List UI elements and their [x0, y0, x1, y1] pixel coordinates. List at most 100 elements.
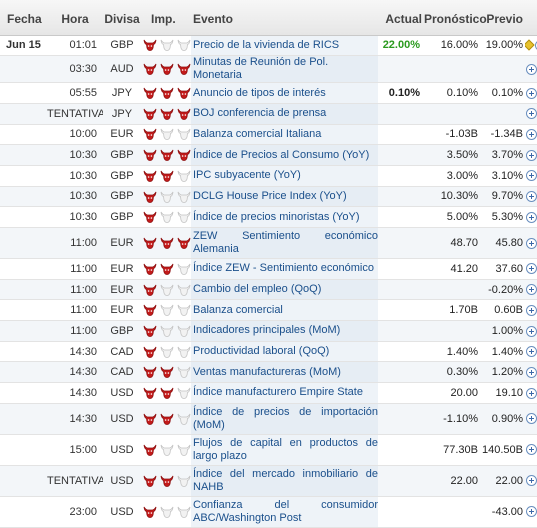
col-pronostico[interactable]: Pronóstico — [424, 0, 487, 36]
cell-importancia — [141, 465, 191, 497]
table-row[interactable]: 11:00 EUR Cambio del empleo (QoQ) -0.20% — [0, 279, 537, 301]
event-link[interactable]: Confianza del consumidor ABC/Washington … — [191, 496, 378, 528]
expand-plus-icon[interactable] — [525, 475, 537, 487]
table-row[interactable]: 15:00 USD Flujos de capital en productos d… — [0, 434, 537, 466]
bull-icon — [143, 444, 157, 456]
cell-hora: TENTATIVA — [47, 465, 103, 497]
bull-icon — [143, 63, 157, 76]
expand-plus-icon[interactable] — [525, 108, 537, 120]
expand-plus-icon[interactable] — [525, 346, 537, 358]
cell-expand — [525, 465, 537, 497]
expand-plus-icon[interactable] — [525, 304, 537, 316]
event-link[interactable]: Ventas manufactureras (MoM) — [191, 361, 378, 384]
table-row[interactable]: 10:30 GBP Índice de Precios al Consumo (Yo… — [0, 144, 537, 166]
col-hora[interactable]: Hora — [47, 0, 103, 36]
event-link[interactable]: Precio de la vivienda de RICS — [191, 35, 378, 57]
expand-plus-icon[interactable] — [525, 237, 537, 249]
event-link[interactable]: Índice manufacturero Empire State — [191, 382, 378, 404]
event-link[interactable]: Índice de Precios al Consumo (YoY) — [191, 144, 378, 166]
cell-divisa: USD — [103, 403, 141, 435]
event-link[interactable]: Productividad laboral (QoQ) — [191, 341, 378, 363]
table-row[interactable]: 11:00 EUR ZEW Sentimiento económico Aleman… — [0, 227, 537, 259]
event-link[interactable]: Índice del mercado inmobiliario de NAHB — [191, 465, 378, 497]
expand-plus-icon[interactable] — [525, 170, 537, 182]
expand-plus-icon[interactable] — [525, 387, 537, 399]
expand-plus-icon[interactable] — [525, 63, 537, 75]
expand-plus-icon[interactable] — [525, 211, 537, 223]
cell-importancia — [141, 382, 191, 404]
table-row[interactable]: TENTATIVA JPY BOJ conferencia de prensa — [0, 103, 537, 125]
table-row[interactable]: 10:30 GBP DCLG House Price Index (YoY) 10.3… — [0, 186, 537, 208]
bull-icon — [160, 413, 174, 425]
event-link[interactable]: Anuncio de tipos de interés — [191, 82, 378, 104]
col-fecha[interactable]: Fecha — [0, 0, 47, 36]
table-row[interactable]: 10:00 EUR Balanza comercial Italiana -1.03B… — [0, 124, 537, 146]
table-row[interactable]: 11:00 EUR Índice ZEW - Sentimiento económi… — [0, 258, 537, 280]
cell-importancia — [141, 124, 191, 146]
event-link[interactable]: Índice de precios minoristas (YoY) — [191, 206, 378, 228]
cell-pronostico: 3.50% — [424, 144, 482, 166]
col-previo[interactable]: Previo — [482, 0, 537, 36]
cell-pronostico — [424, 496, 482, 528]
table-row[interactable]: 14:30 USD Índice de precios de importación… — [0, 403, 537, 435]
table-row[interactable]: 10:30 GBP IPC subyacente (YoY) 3.00% 3.10% — [0, 165, 537, 187]
col-divisa[interactable]: Divisa — [103, 0, 141, 36]
expand-plus-icon[interactable] — [525, 129, 537, 140]
cell-pronostico: 20.00 — [424, 382, 482, 404]
bull-icon — [143, 366, 157, 379]
event-link[interactable]: Cambio del empleo (QoQ) — [191, 279, 378, 301]
event-link[interactable]: Minutas de Reunión de Pol. Monetaria — [191, 55, 378, 84]
cell-previo: -1.34B — [482, 124, 525, 146]
col-evento[interactable]: Evento — [191, 0, 378, 36]
cell-actual — [378, 186, 424, 208]
cell-expand — [525, 258, 537, 280]
cell-pronostico — [424, 279, 482, 301]
expand-plus-icon[interactable] — [525, 191, 537, 203]
table-row[interactable]: 05:55 JPY Anuncio de tipos de interés 0.10%… — [0, 82, 537, 104]
cell-actual: 0.10% — [378, 82, 424, 104]
col-actual[interactable]: Actual — [378, 0, 424, 36]
table-row[interactable]: 11:00 EUR Balanza comercial 1.70B 0.60B — [0, 299, 537, 322]
event-link[interactable]: Balanza comercial — [191, 299, 378, 322]
expand-plus-icon[interactable] — [525, 87, 537, 99]
table-row[interactable]: TENTATIVA USD Índice del mercado inmobilia… — [0, 465, 537, 497]
event-link[interactable]: Balanza comercial Italiana — [191, 124, 378, 146]
expand-plus-icon[interactable] — [525, 263, 537, 275]
event-link[interactable]: IPC subyacente (YoY) — [191, 165, 378, 187]
expand-plus-icon[interactable] — [525, 284, 537, 296]
table-row[interactable]: 10:30 GBP Índice de precios minoristas (Yo… — [0, 206, 537, 228]
cell-pronostico: 10.30% — [424, 186, 482, 208]
table-row[interactable]: 14:30 CAD Productividad laboral (QoQ) 1.40%… — [0, 341, 537, 363]
event-link[interactable]: Índice de precios de importación (MoM) — [191, 403, 378, 435]
event-link[interactable]: Flujos de capital en productos de largo … — [191, 434, 378, 466]
bull-icon — [177, 149, 191, 162]
event-link[interactable]: BOJ conferencia de prensa — [191, 103, 378, 125]
table-row[interactable]: 14:30 USD Índice manufacturero Empire Stat… — [0, 382, 537, 404]
event-link[interactable]: ZEW Sentimiento económico Alemania — [191, 227, 378, 259]
table-row[interactable]: 14:30 CAD Ventas manufactureras (MoM) 0.30%… — [0, 361, 537, 384]
table-row[interactable]: Jun 15 01:01 GBP Precio de la vivienda de R… — [0, 35, 537, 57]
bull-icon — [160, 263, 174, 275]
cell-fecha — [0, 55, 47, 84]
col-importancia[interactable]: Imp. — [141, 0, 191, 36]
table-row[interactable]: 11:00 GBP Indicadores principales (MoM) 1.0… — [0, 320, 537, 342]
expand-plus-icon[interactable] — [525, 366, 537, 378]
cell-previo: 3.70% — [482, 144, 525, 166]
table-row[interactable]: 03:30 AUD Minutas de Reunión de Pol. Monet… — [0, 55, 537, 84]
expand-plus-icon[interactable] — [525, 444, 537, 456]
event-link[interactable]: Indicadores principales (MoM) — [191, 320, 378, 342]
cell-divisa: JPY — [103, 103, 141, 125]
cell-expand — [525, 186, 537, 208]
bull-icon — [160, 387, 174, 399]
cell-previo — [482, 103, 525, 125]
event-link[interactable]: Índice ZEW - Sentimiento económico — [191, 258, 378, 280]
cell-fecha — [0, 124, 47, 146]
expand-plus-icon[interactable] — [525, 413, 537, 425]
expand-plus-icon[interactable] — [525, 506, 537, 518]
table-row[interactable]: 23:00 USD Confianza del consumidor ABC/Was… — [0, 496, 537, 528]
expand-plus-icon[interactable] — [525, 325, 537, 337]
cell-fecha — [0, 279, 47, 301]
cell-previo: 1.00% — [482, 320, 525, 342]
event-link[interactable]: DCLG House Price Index (YoY) — [191, 186, 378, 208]
expand-plus-icon[interactable] — [525, 149, 537, 161]
